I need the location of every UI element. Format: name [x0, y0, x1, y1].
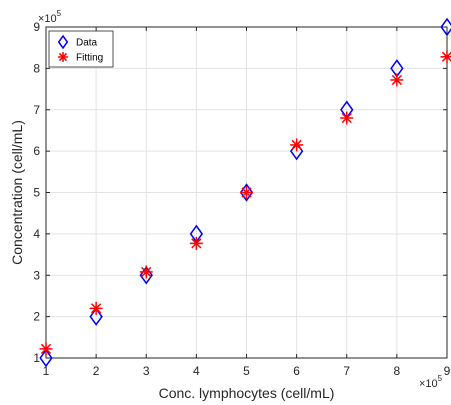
- x-tick-label: 8: [394, 364, 401, 378]
- x-tick-label: 7: [343, 364, 350, 378]
- legend-label: Data: [76, 38, 98, 49]
- legend-fitting-marker: [58, 52, 68, 62]
- y-tick-label: 5: [33, 186, 40, 200]
- x-tick-label: 5: [243, 364, 250, 378]
- y-tick-label: 8: [33, 61, 40, 75]
- x-tick-label: 6: [293, 364, 300, 378]
- legend-data-marker: [57, 34, 69, 50]
- y-tick-label: 3: [33, 268, 40, 282]
- fitting-point: [189, 236, 203, 250]
- asterisk-stroke: [58, 52, 68, 62]
- asterisk-stroke: [291, 139, 302, 151]
- fitting-point: [390, 73, 404, 87]
- fitting-point: [440, 50, 451, 64]
- fitting-point: [39, 342, 53, 356]
- legend-item-data: Data: [57, 34, 98, 50]
- asterisk-stroke: [191, 238, 202, 249]
- x-tick-label: 4: [193, 364, 200, 378]
- x-axis-exponent: ×105: [419, 374, 443, 390]
- fitting-point: [89, 301, 103, 315]
- legend-box: [48, 30, 114, 68]
- x-tick-label: 2: [93, 364, 100, 378]
- legend-label: Fitting: [76, 53, 103, 64]
- legend: Data Fitting: [48, 30, 114, 68]
- y-tick-label: 4: [33, 227, 40, 241]
- x-tick-label: 1: [43, 364, 50, 378]
- asterisk-stroke: [341, 112, 352, 124]
- axis-ticks: 1 2 3 4 5 6 7 8 9 1 2 3 4 5 6 7 8 9: [33, 20, 450, 378]
- data-point: [39, 348, 53, 368]
- series-fitting: [39, 50, 451, 356]
- fitting-point: [340, 111, 354, 125]
- x-axis-label: Conc. lymphocytes (cell/mL): [159, 385, 335, 401]
- asterisk-stroke: [40, 343, 52, 355]
- x-tick-label: 9: [444, 364, 451, 378]
- asterisk-stroke: [241, 187, 252, 198]
- fitting-point: [290, 138, 304, 152]
- y-tick-label: 6: [33, 144, 40, 158]
- x-tick-label: 3: [143, 364, 150, 378]
- fitting-point: [240, 186, 253, 199]
- data-point: [239, 183, 254, 202]
- fitting-point: [139, 265, 153, 279]
- y-axis-exponent: ×105: [38, 9, 62, 25]
- y-tick-label: 1: [33, 351, 40, 365]
- data-marks: [39, 17, 451, 368]
- asterisk-stroke: [391, 74, 403, 86]
- legend-item-fitting: Fitting: [58, 52, 103, 64]
- asterisk-stroke: [441, 51, 451, 62]
- y-tick-label: 7: [33, 103, 40, 117]
- data-point: [89, 307, 103, 326]
- y-tick-label: 9: [33, 20, 40, 34]
- y-tick-label: 2: [33, 310, 40, 324]
- asterisk-stroke: [90, 303, 102, 314]
- y-axis-label: Concentration (cell/mL): [9, 120, 25, 265]
- asterisk-stroke: [141, 266, 152, 278]
